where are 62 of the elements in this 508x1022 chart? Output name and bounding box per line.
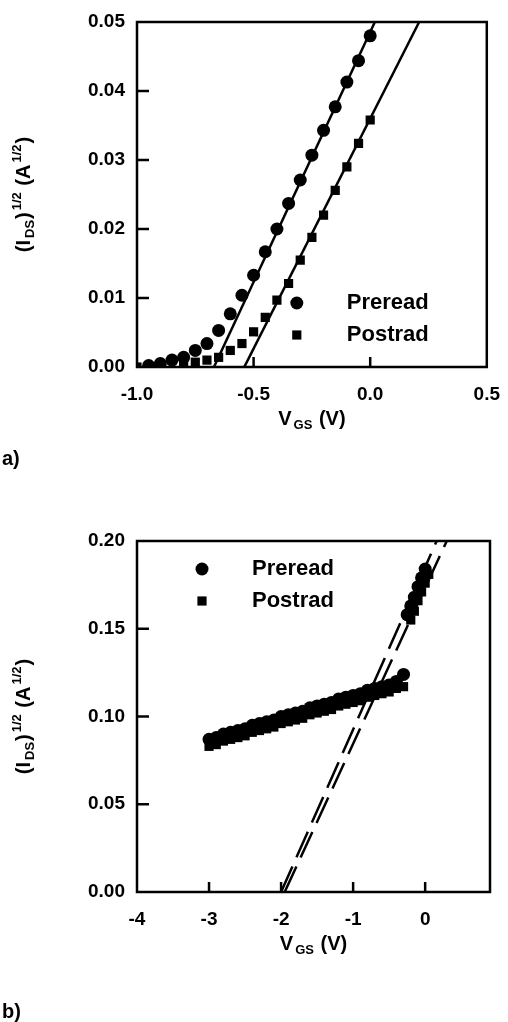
x-tick-label: 0.5 [473, 382, 501, 404]
point [258, 245, 272, 259]
y-tick-label: 0.15 [88, 616, 126, 638]
point [249, 327, 259, 337]
x-tick-label: 0.0 [356, 382, 384, 404]
legend-label: Preread [252, 555, 334, 581]
x-tick-label: -3 [200, 907, 218, 929]
y-tick-label: 0.00 [88, 880, 125, 902]
point [247, 268, 261, 282]
legend-label: Postrad [252, 587, 334, 613]
point [177, 350, 191, 364]
point [165, 353, 179, 367]
y-tick-label: 0.00 [88, 355, 125, 377]
point [307, 232, 317, 242]
legend-label: Preread [346, 289, 429, 315]
point [223, 307, 237, 321]
y-tick-label: 0.05 [88, 792, 126, 814]
y-axis-title: (IDS)1/2 (A1/2) [8, 658, 37, 775]
point [235, 288, 249, 302]
y-tick-label: 0.02 [88, 217, 125, 239]
point [353, 138, 364, 149]
x-tick-label: -1 [344, 907, 362, 929]
x-tick-label: 0 [419, 907, 431, 929]
point [352, 54, 366, 68]
point [340, 75, 354, 89]
point [365, 115, 375, 125]
x-tick-label: -0.5 [237, 382, 271, 404]
point [305, 148, 319, 162]
point [237, 338, 247, 349]
point [270, 222, 284, 236]
text: b) [2, 999, 21, 1022]
point [330, 185, 340, 195]
point [200, 337, 214, 351]
point [363, 29, 377, 43]
point [283, 278, 294, 289]
point [317, 123, 331, 137]
y-tick-label: 0.04 [88, 79, 126, 101]
point [342, 162, 352, 172]
point [272, 295, 282, 305]
point [214, 352, 224, 362]
point [260, 312, 270, 322]
point [295, 255, 305, 265]
x-tick-label: -4 [128, 907, 146, 929]
y-tick-label: 0.05 [88, 10, 126, 32]
point [397, 667, 411, 681]
x-tick-label: -1.0 [120, 382, 154, 404]
y-axis-title: (IDS)1/2 (A1/2) [8, 136, 37, 253]
y-tick-label: 0.20 [88, 529, 125, 551]
point [318, 210, 329, 220]
y-tick-label: 0.10 [88, 704, 125, 726]
y-tick-label: 0.03 [88, 148, 125, 170]
x-tick-label: -2 [272, 907, 290, 929]
point [212, 323, 226, 337]
point [225, 345, 235, 356]
point [293, 173, 307, 187]
y-tick-label: 0.01 [88, 286, 126, 308]
text: a) [2, 446, 20, 469]
point [328, 100, 342, 114]
point [202, 355, 212, 365]
legend-label: Postrad [346, 321, 429, 347]
point [282, 196, 296, 210]
point [188, 343, 202, 357]
